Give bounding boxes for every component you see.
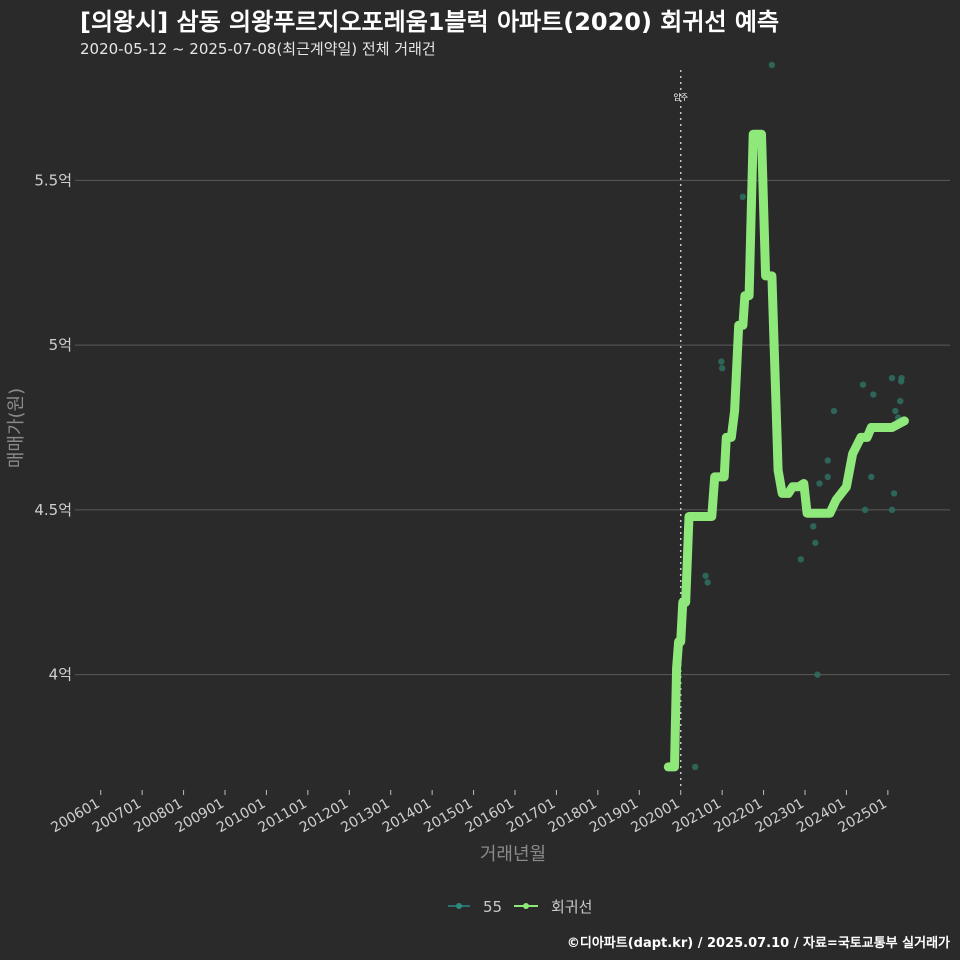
source-credit: ©디아파트(dapt.kr) / 2025.07.10 / 자료=국토교통부 실… bbox=[566, 936, 950, 951]
chart-title: [의왕시] 삼동 의왕푸르지오포레움1블럭 아파트(2020) 회귀선 예측 bbox=[80, 8, 780, 36]
data-point bbox=[861, 506, 869, 514]
data-point bbox=[797, 556, 805, 563]
data-point bbox=[692, 763, 699, 771]
regression-line bbox=[663, 129, 909, 772]
data-point bbox=[814, 671, 821, 678]
legend-label-regression: 회귀선 bbox=[551, 898, 592, 916]
data-point bbox=[816, 480, 823, 487]
data-point bbox=[824, 457, 831, 464]
data-point bbox=[890, 490, 898, 497]
move-in-label: 입주 bbox=[673, 93, 688, 102]
y-tick-label: 5억 bbox=[49, 336, 72, 354]
grid-lines bbox=[80, 179, 950, 676]
legend-key-55-dot bbox=[456, 903, 462, 909]
data-point bbox=[768, 61, 776, 69]
y-axis-label: 매매가(원) bbox=[6, 388, 27, 468]
data-point bbox=[830, 407, 838, 415]
y-tick-label: 4.5억 bbox=[34, 501, 72, 519]
data-point bbox=[859, 381, 867, 388]
regression-line-layer bbox=[663, 129, 909, 772]
data-point bbox=[718, 358, 725, 365]
data-point bbox=[812, 539, 819, 547]
data-point bbox=[870, 391, 877, 398]
data-point bbox=[702, 572, 709, 579]
scatter-points bbox=[692, 61, 905, 771]
data-point bbox=[810, 523, 817, 530]
legend-key-regression-dot bbox=[523, 903, 529, 909]
data-point bbox=[892, 407, 899, 415]
data-point bbox=[739, 193, 747, 201]
chart-subtitle: 2020-05-12 ~ 2025-07-08(최근계약일) 전체 거래건 bbox=[80, 40, 436, 58]
x-axis-label: 거래년월 bbox=[480, 844, 546, 865]
data-point bbox=[888, 506, 896, 514]
legend-label-55: 55 bbox=[483, 898, 502, 916]
data-point bbox=[898, 374, 905, 382]
x-axis-ticks: 2006012007012008012009012010012011012012… bbox=[48, 790, 890, 836]
data-point bbox=[868, 473, 875, 481]
data-point bbox=[718, 364, 726, 372]
legend: 55 회귀선 bbox=[448, 898, 592, 916]
data-point bbox=[897, 397, 904, 405]
data-point bbox=[824, 473, 831, 481]
y-tick-label: 4억 bbox=[49, 666, 72, 684]
y-axis-ticks: 4억 4.5억 5억 5.5억 bbox=[34, 171, 80, 684]
data-point bbox=[888, 374, 896, 382]
data-point bbox=[704, 579, 711, 586]
y-tick-label: 5.5억 bbox=[34, 171, 72, 189]
